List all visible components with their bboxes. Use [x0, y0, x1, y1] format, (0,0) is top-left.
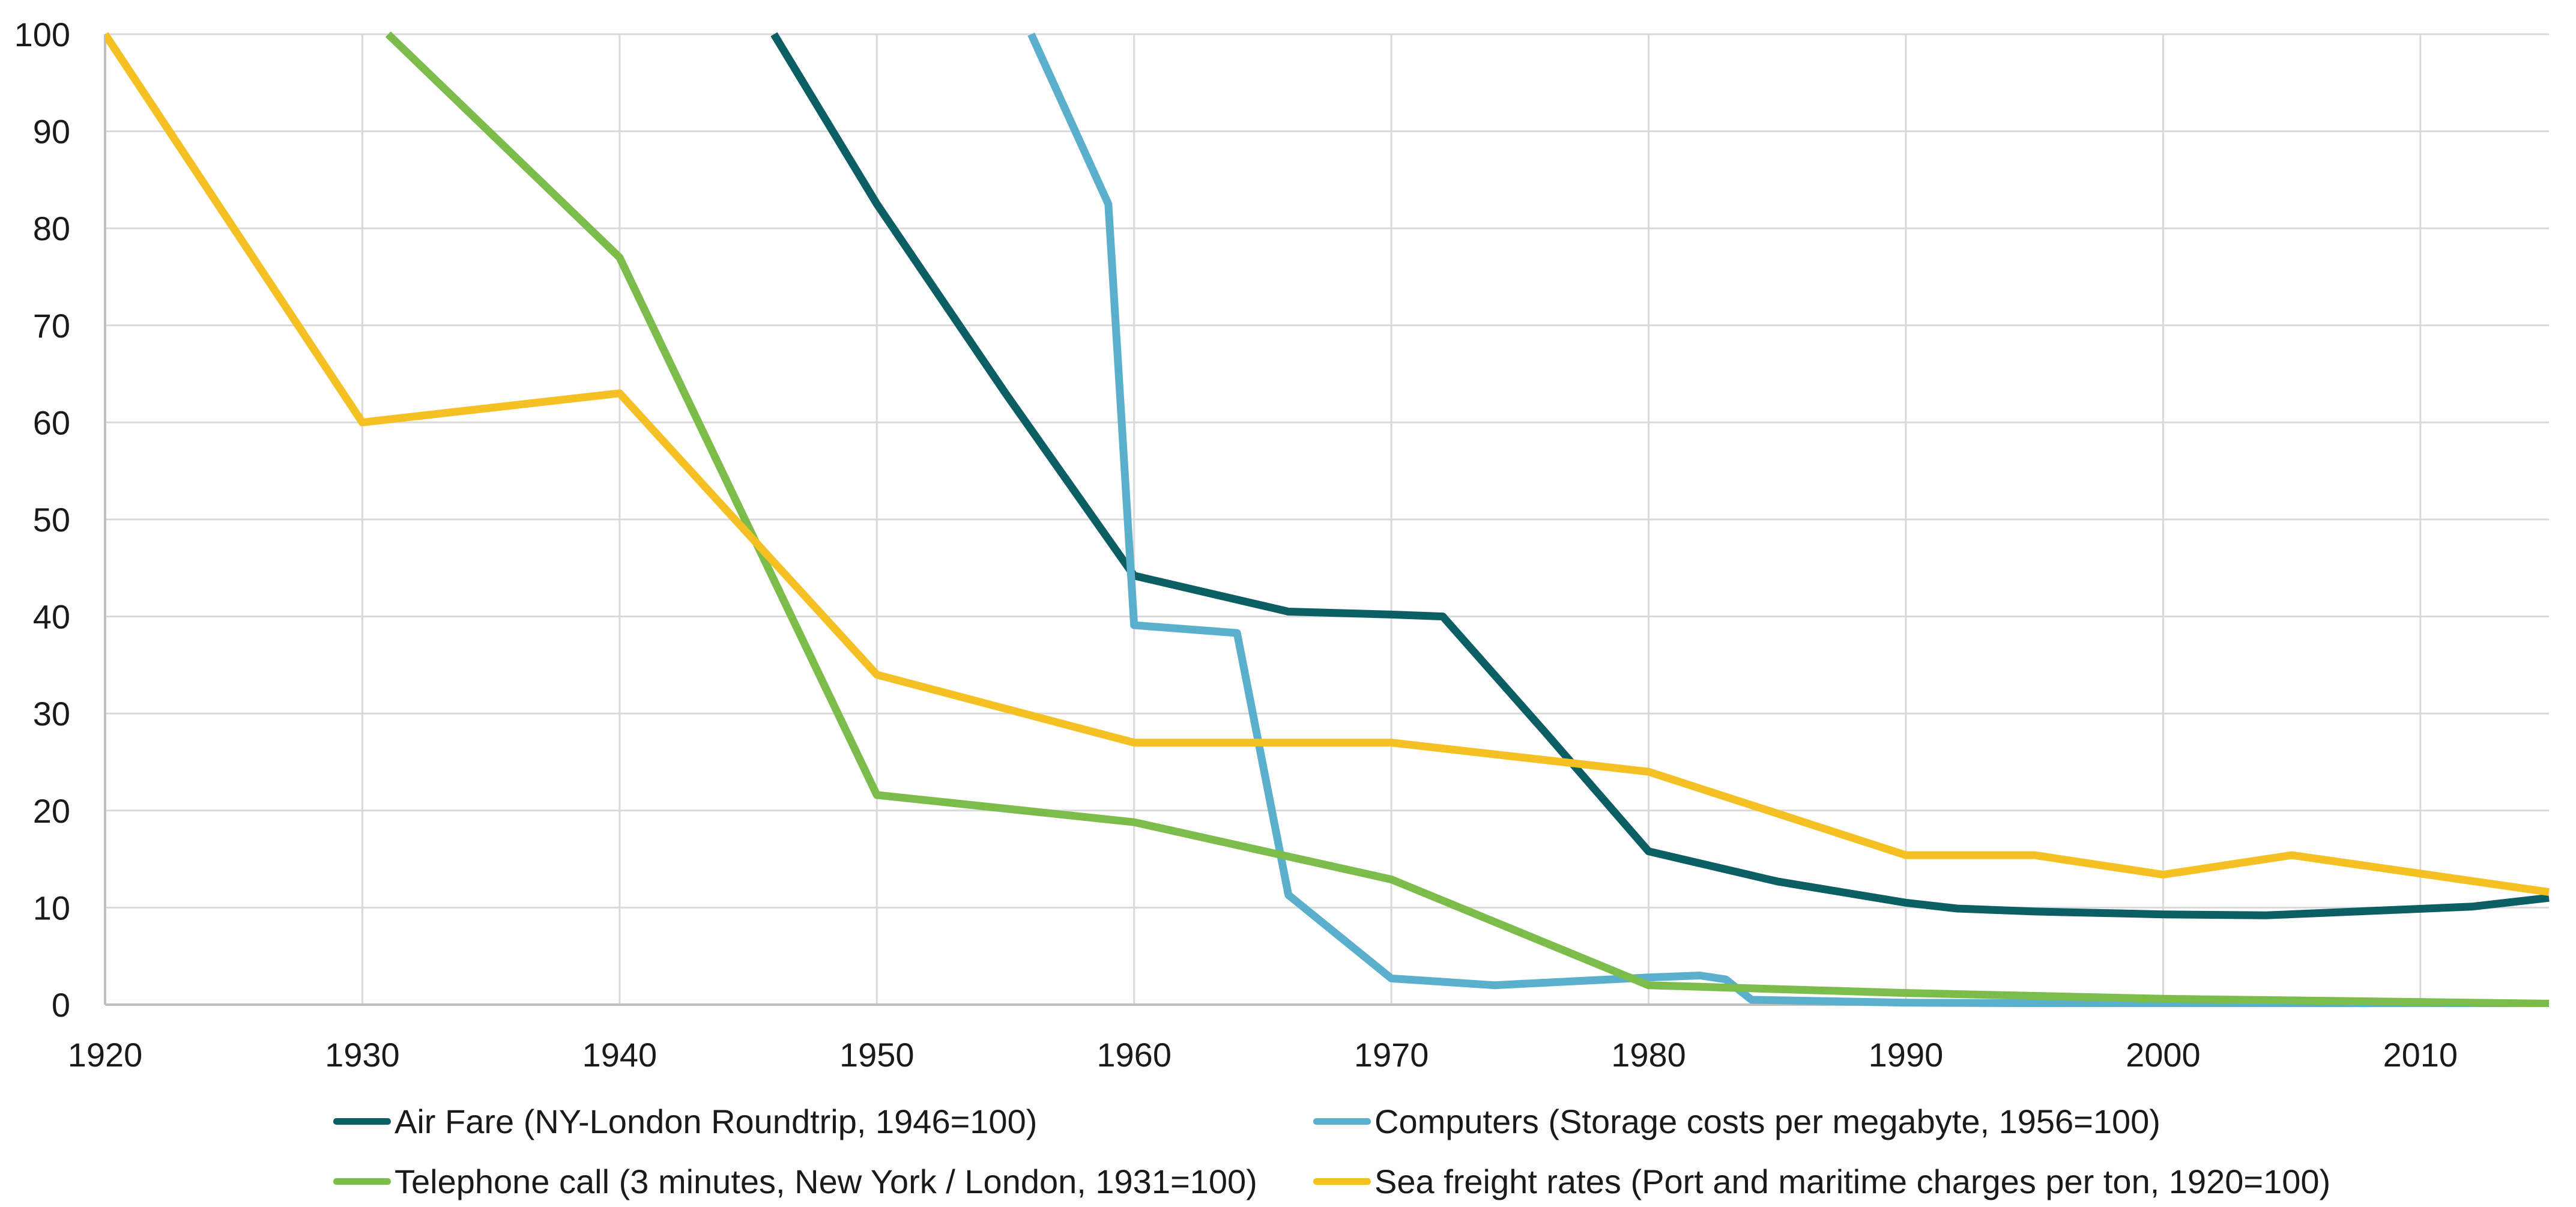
y-tick-label: 0	[52, 986, 70, 1024]
y-tick-label: 50	[33, 501, 70, 539]
legend-item-computers: Computers (Storage costs per megabyte, 1…	[1313, 1102, 2160, 1141]
y-tick-label: 90	[33, 113, 70, 151]
legend-item-air-fare: Air Fare (NY-London Roundtrip, 1946=100)	[333, 1102, 1037, 1141]
series-line-computers	[1027, 32, 2550, 1007]
legend-swatch-telephone	[333, 1178, 391, 1185]
y-tick-label: 80	[33, 210, 70, 247]
series-line-telephone	[385, 32, 2550, 1007]
tick-labels: 0 10 20 30 40 50 60 70 80 90 100 1920 1930 1940 1950 19…	[14, 16, 2458, 1074]
legend-label-telephone: Telephone call (3 minutes, New York / Lo…	[395, 1163, 1257, 1200]
y-tick-label: 70	[33, 307, 70, 345]
x-tick-label: 1930	[325, 1036, 400, 1074]
legend-item-telephone: Telephone call (3 minutes, New York / Lo…	[333, 1162, 1257, 1201]
x-tick-label: 1960	[1096, 1036, 1172, 1074]
series-line-sea-freight	[105, 32, 2550, 896]
x-tick-label: 1950	[839, 1036, 915, 1074]
x-tick-label: 2010	[2383, 1036, 2458, 1074]
y-tick-label: 30	[33, 695, 70, 733]
series-line-air-fare	[770, 32, 2550, 919]
x-tick-label: 1980	[1611, 1036, 1686, 1074]
x-tick-label: 1990	[1869, 1036, 1944, 1074]
y-tick-label: 20	[33, 792, 70, 830]
legend-label-air-fare: Air Fare (NY-London Roundtrip, 1946=100)	[395, 1103, 1038, 1140]
legend-label-computers: Computers (Storage costs per megabyte, 1…	[1374, 1103, 2160, 1140]
legend-swatch-computers	[1313, 1118, 1371, 1125]
legend-item-sea-freight: Sea freight rates (Port and maritime cha…	[1313, 1162, 2330, 1201]
y-tick-label: 40	[33, 598, 70, 636]
x-tick-label: 1920	[68, 1036, 143, 1074]
x-tick-label: 2000	[2126, 1036, 2201, 1074]
y-tick-label: 100	[14, 16, 70, 53]
x-tick-label: 1940	[582, 1036, 658, 1074]
y-tick-label: 10	[33, 889, 70, 927]
gridlines	[105, 33, 2549, 1005]
series-lines	[105, 32, 2550, 1007]
legend-label-sea-freight: Sea freight rates (Port and maritime cha…	[1374, 1163, 2331, 1200]
y-tick-label: 60	[33, 404, 70, 441]
legend-swatch-air-fare	[333, 1118, 391, 1125]
x-tick-label: 1970	[1354, 1036, 1429, 1074]
legend-swatch-sea-freight	[1313, 1178, 1371, 1185]
